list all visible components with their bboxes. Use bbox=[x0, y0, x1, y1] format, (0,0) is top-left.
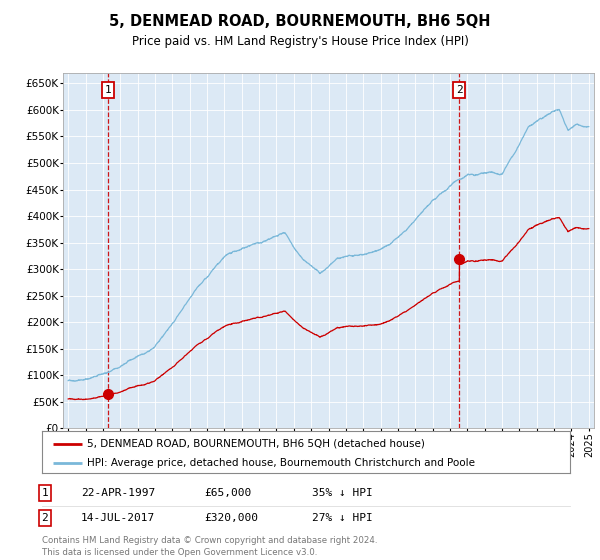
Text: 22-APR-1997: 22-APR-1997 bbox=[81, 488, 155, 498]
Text: 14-JUL-2017: 14-JUL-2017 bbox=[81, 513, 155, 523]
Text: 2: 2 bbox=[456, 85, 463, 95]
Text: 5, DENMEAD ROAD, BOURNEMOUTH, BH6 5QH (detached house): 5, DENMEAD ROAD, BOURNEMOUTH, BH6 5QH (d… bbox=[87, 439, 425, 449]
Text: Price paid vs. HM Land Registry's House Price Index (HPI): Price paid vs. HM Land Registry's House … bbox=[131, 35, 469, 48]
Text: 27% ↓ HPI: 27% ↓ HPI bbox=[312, 513, 373, 523]
Text: Contains HM Land Registry data © Crown copyright and database right 2024.
This d: Contains HM Land Registry data © Crown c… bbox=[42, 536, 377, 557]
Text: 35% ↓ HPI: 35% ↓ HPI bbox=[312, 488, 373, 498]
Text: 1: 1 bbox=[105, 85, 112, 95]
Text: 2: 2 bbox=[41, 513, 49, 523]
Text: £65,000: £65,000 bbox=[204, 488, 251, 498]
Text: HPI: Average price, detached house, Bournemouth Christchurch and Poole: HPI: Average price, detached house, Bour… bbox=[87, 458, 475, 468]
Text: £320,000: £320,000 bbox=[204, 513, 258, 523]
Text: 1: 1 bbox=[41, 488, 49, 498]
Text: 5, DENMEAD ROAD, BOURNEMOUTH, BH6 5QH: 5, DENMEAD ROAD, BOURNEMOUTH, BH6 5QH bbox=[109, 14, 491, 29]
